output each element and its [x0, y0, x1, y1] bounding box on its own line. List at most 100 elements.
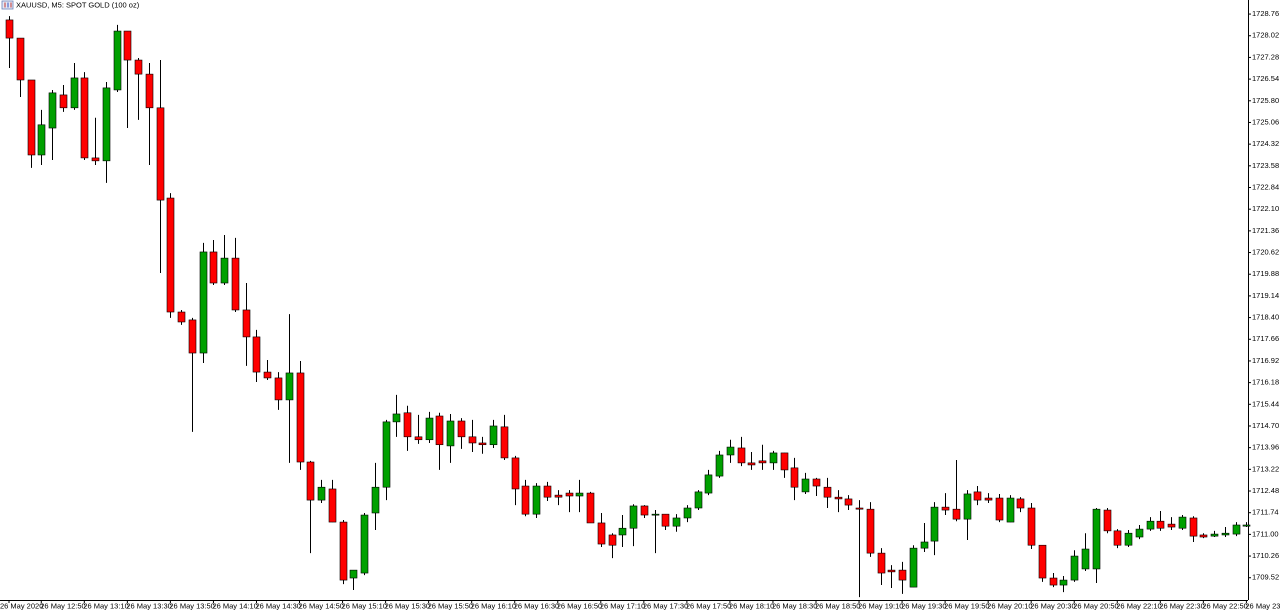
y-tick-label: 1728.02 — [1252, 31, 1279, 40]
x-tick-label: 26 May 17:30 — [643, 601, 688, 610]
candle-body — [586, 492, 595, 524]
candle-body — [909, 547, 918, 588]
y-tick-label: 1725.80 — [1252, 96, 1279, 105]
y-tick-label: 1716.92 — [1252, 356, 1279, 365]
candle-body — [704, 474, 713, 494]
candle-body — [5, 19, 14, 39]
candle-body — [715, 454, 724, 477]
candle-body — [1221, 532, 1230, 536]
x-tick-label: 26 May 13:30 — [126, 601, 171, 610]
x-tick-label: 26 May 22:50 — [1202, 601, 1247, 610]
candle-body — [930, 506, 939, 542]
candle-body — [1189, 517, 1198, 537]
candle-body — [694, 491, 703, 509]
x-tick-label: 26 May 2020 — [0, 601, 43, 610]
candle-body — [382, 421, 391, 488]
candle-body — [457, 420, 466, 438]
x-tick-label: 26 May 17:10 — [600, 601, 645, 610]
candle-body — [166, 197, 175, 313]
candle-body — [554, 494, 563, 498]
x-tick-label: 26 May 14:50 — [299, 601, 344, 610]
candle-body — [844, 498, 853, 506]
candle-body — [274, 377, 283, 401]
candle-body — [1146, 520, 1155, 530]
y-tick-label: 1726.54 — [1252, 74, 1279, 83]
candle-body — [285, 372, 294, 401]
candle-body — [747, 462, 756, 466]
x-tick-label: 26 May 19:50 — [944, 601, 989, 610]
candle-body — [1124, 532, 1133, 546]
candle-body — [737, 447, 746, 464]
chart-title: XAUUSD, M5: SPOT GOLD (100 oz) — [16, 0, 140, 9]
candle-body — [231, 257, 240, 311]
y-tick-label: 1715.44 — [1252, 399, 1279, 408]
x-tick-label: 26 May 19:30 — [901, 601, 946, 610]
candle-body — [252, 336, 261, 373]
x-tick-label: 26 May 13:10 — [83, 601, 128, 610]
y-tick-label: 1728.76 — [1252, 9, 1279, 18]
y-tick-label: 1711.00 — [1252, 529, 1279, 538]
symbol-icon — [1, 0, 14, 10]
x-tick-label: 26 May 15:10 — [342, 601, 387, 610]
x-tick-label: 26 May 20:50 — [1073, 601, 1118, 610]
candle-body — [91, 157, 100, 162]
x-tick-label: 26 May 18:30 — [772, 601, 817, 610]
candle-body — [898, 569, 907, 581]
candle-body — [27, 79, 36, 156]
candle-body — [80, 77, 89, 159]
candle-body — [1178, 516, 1187, 529]
candle-body — [973, 491, 982, 501]
candle-body — [801, 478, 810, 493]
y-tick-label: 1721.36 — [1252, 226, 1279, 235]
x-tick-label: 26 May 18:10 — [729, 601, 774, 610]
candle-body — [941, 506, 950, 511]
candle-body — [866, 508, 875, 554]
y-tick-label: 1727.28 — [1252, 52, 1279, 61]
candle-body — [565, 492, 574, 497]
candle-body — [511, 457, 520, 490]
x-tick-label: 26 May 14:10 — [212, 601, 257, 610]
candle-body — [812, 478, 821, 487]
candle-body — [575, 492, 584, 497]
y-tick-label: 1717.66 — [1252, 334, 1279, 343]
candle-body — [1006, 497, 1015, 523]
candle-body — [425, 417, 434, 441]
candle-body — [532, 485, 541, 515]
y-tick-label: 1723.58 — [1252, 161, 1279, 170]
candle-body — [414, 436, 423, 441]
candle-body — [963, 493, 972, 520]
y-tick-label: 1722.10 — [1252, 204, 1279, 213]
candle-body — [1199, 534, 1208, 538]
candle-body — [1135, 528, 1144, 538]
x-tick-label: 26 May 16:10 — [471, 601, 516, 610]
candle-body — [16, 37, 25, 81]
candle-body — [134, 59, 143, 75]
candle-body — [877, 552, 886, 574]
y-tick-label: 1712.48 — [1252, 486, 1279, 495]
candle-body — [984, 497, 993, 501]
y-tick-label: 1718.40 — [1252, 313, 1279, 322]
candle-body — [188, 319, 197, 354]
candle-body — [209, 251, 218, 284]
candle-body — [123, 30, 132, 61]
candle-body — [478, 442, 487, 446]
y-tick-label: 1719.88 — [1252, 269, 1279, 278]
y-tick-label: 1714.70 — [1252, 421, 1279, 430]
y-tick-label: 1719.14 — [1252, 291, 1279, 300]
candle-body — [263, 371, 272, 379]
candle-body — [1156, 520, 1165, 529]
x-tick-label: 26 May 13:50 — [169, 601, 214, 610]
x-tick-label: 26 May 20:30 — [1030, 601, 1075, 610]
candle-body — [758, 460, 767, 464]
x-tick-label: 26 May 12:50 — [40, 601, 85, 610]
candle-body — [1167, 523, 1176, 528]
x-tick-label: 26 May 15:30 — [385, 601, 430, 610]
y-tick-label: 1710.26 — [1252, 551, 1279, 560]
candle-body — [920, 541, 929, 549]
x-tick-label: 26 May 16:50 — [557, 601, 602, 610]
candle-body — [500, 426, 509, 459]
candle-body — [1210, 533, 1219, 537]
candle-body — [1016, 498, 1025, 509]
candle-body — [145, 73, 154, 109]
